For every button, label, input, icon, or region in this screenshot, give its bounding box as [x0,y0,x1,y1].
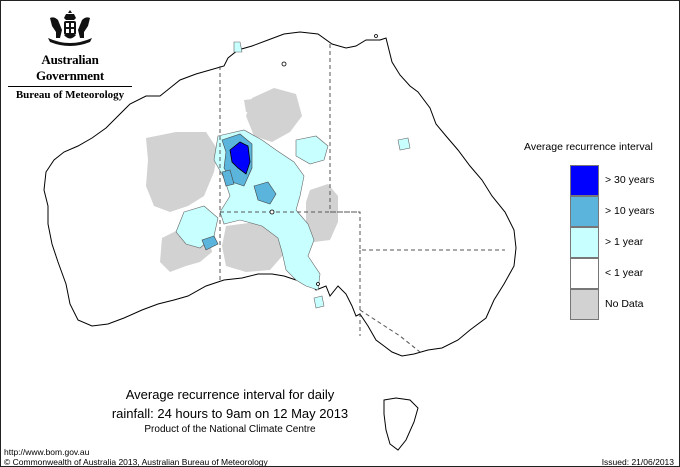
legend-swatch [570,227,599,258]
legend-label: < 1 year [605,267,644,279]
legend-label: > 10 years [605,205,655,217]
footer-copyright: © Commonwealth of Australia 2013, Austra… [4,457,268,467]
over-1-year-region [295,135,329,165]
coat-of-arms-icon [48,10,92,46]
legend-label: No Data [605,298,644,310]
legend-swatch [570,258,599,289]
caption-subtitle: Product of the National Climate Centre [144,424,316,435]
legend-swatch [570,165,599,196]
city-marker [269,209,275,215]
no-data-region [244,98,262,112]
islands [281,34,378,286]
header: Australian Government Bureau of Meteorol… [8,8,132,101]
legend-item-under-1-year: < 1 year [570,258,680,289]
vic-border [359,309,421,353]
footer-url: http://www.bom.gov.au [4,447,90,457]
over-10-years-region [201,235,219,251]
footer-issued-date: Issued: 21/06/2013 [601,457,674,467]
legend-item-over-30-years: > 30 years [570,165,680,196]
over-30-years-region [229,141,251,175]
bureau-name: Bureau of Meteorology [15,89,125,101]
legend-item-over-10-years: > 10 years [570,196,680,227]
legend-swatch [570,196,599,227]
over-10-years-region [253,181,277,205]
no-data-region [146,132,218,212]
over-1-year-region [397,137,411,151]
legend-title: Average recurrence interval [524,141,653,153]
header-divider [8,86,132,87]
legend-item-over-1-year: > 1 year [570,227,680,258]
over-1-year-region [233,41,243,53]
tasmania-outline [383,397,419,451]
over-1-year-region [313,295,325,309]
caption-title-line1: Average recurrence interval for daily [125,387,335,402]
over-10-years-region [221,169,235,187]
legend-item-no-data: No Data [570,289,680,320]
government-name: Australian Government [35,52,105,83]
no-data-region [222,222,284,272]
qld-border [330,211,505,251]
state-borders [219,44,505,353]
no-data-regions [146,88,338,272]
legend-label: > 1 year [605,236,644,248]
legend-label: > 30 years [605,174,655,186]
legend-swatch [570,289,599,320]
caption-title-line2: rainfall: 24 hours to 9am on 12 May 2013 [111,406,349,421]
